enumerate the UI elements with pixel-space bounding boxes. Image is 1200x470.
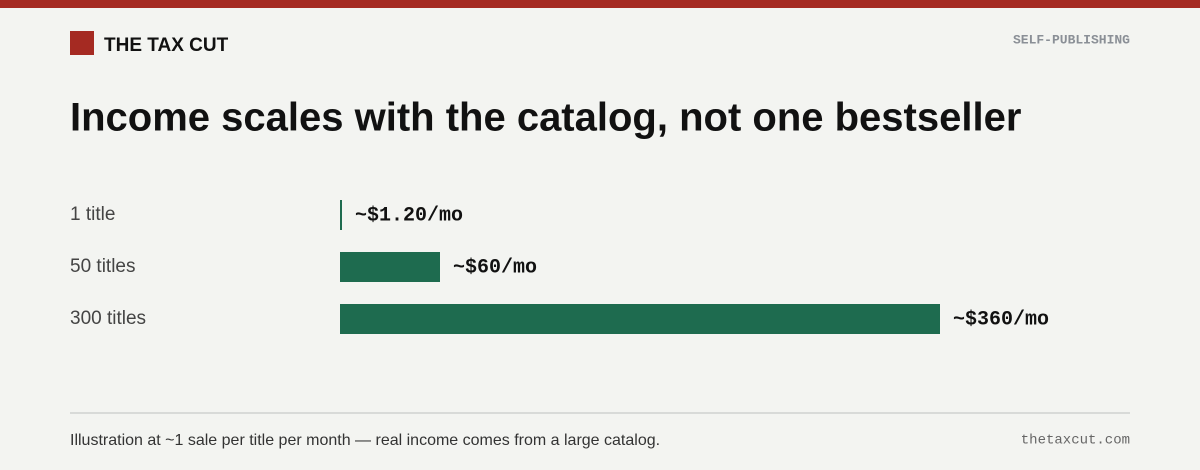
bar (340, 304, 940, 334)
value-label: ~$60/mo (453, 256, 537, 279)
chart-title: Income scales with the catalog, not one … (70, 96, 1021, 140)
value-label: ~$360/mo (953, 308, 1049, 331)
bar (340, 252, 440, 282)
bar (340, 200, 342, 230)
value-label: ~$1.20/mo (355, 204, 463, 227)
bars: 1 title ~$1.20/mo 50 titles ~$60/mo 300 titl… (70, 200, 1049, 334)
brand: THE TAX CUT (104, 35, 229, 56)
category-label: 50 titles (70, 256, 135, 277)
section: SELF-PUBLISHING (1013, 32, 1130, 47)
footer-note: Illustration at ~1 sale per title per mo… (70, 432, 660, 449)
category-label: 300 titles (70, 308, 146, 329)
footer-site: thetaxcut.com (1021, 433, 1130, 449)
category-label: 1 title (70, 204, 115, 225)
top-bar (0, 0, 1200, 8)
logo (70, 31, 94, 55)
